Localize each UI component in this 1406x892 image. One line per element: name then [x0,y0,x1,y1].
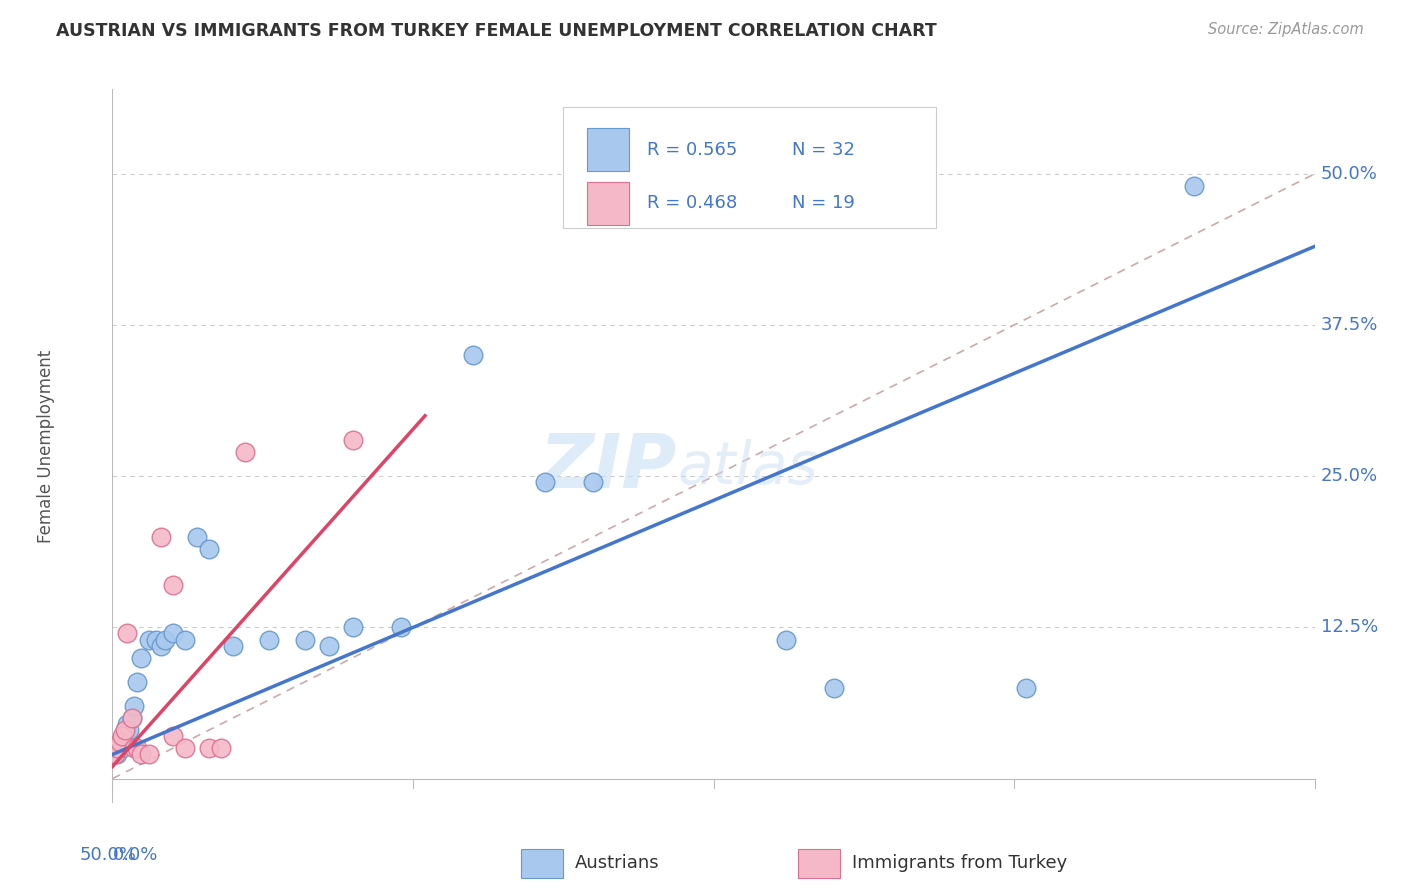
Point [775,632,797,647]
Point [222,639,245,653]
Text: Source: ZipAtlas.com: Source: ZipAtlas.com [1208,22,1364,37]
Point [389,620,412,634]
Point [138,632,160,647]
Point [461,348,484,362]
Point [115,626,138,640]
Text: N = 19: N = 19 [792,194,855,212]
Text: Female Unemployment: Female Unemployment [38,350,55,542]
FancyBboxPatch shape [797,849,839,878]
Point [114,729,136,743]
Text: R = 0.565: R = 0.565 [647,141,738,159]
Point [342,620,364,634]
Text: 0.0%: 0.0% [112,846,157,863]
Text: Austrians: Austrians [575,855,659,872]
Point [121,711,143,725]
Text: 12.5%: 12.5% [1320,618,1378,636]
Point [534,475,557,490]
Point [294,632,316,647]
Point [162,729,184,743]
Point [115,717,138,731]
Point [342,433,364,447]
Text: atlas: atlas [678,439,818,496]
Point [197,741,219,756]
Text: Immigrants from Turkey: Immigrants from Turkey [852,855,1067,872]
Point [155,632,177,647]
Text: N = 32: N = 32 [792,141,855,159]
Point [108,735,131,749]
Point [111,729,134,743]
Point [149,639,172,653]
Point [104,747,127,762]
Point [111,741,134,756]
Point [197,541,219,556]
Point [1015,681,1038,695]
Text: 37.5%: 37.5% [1320,316,1378,334]
Point [121,711,143,725]
Point [318,639,340,653]
Point [582,475,605,490]
Text: ZIP: ZIP [540,431,678,504]
Text: R = 0.468: R = 0.468 [647,194,738,212]
Text: 50.0%: 50.0% [1320,165,1378,183]
FancyBboxPatch shape [564,107,936,228]
Point [114,723,136,738]
Point [105,747,128,762]
Point [1184,178,1206,193]
Point [122,699,145,714]
FancyBboxPatch shape [522,849,564,878]
FancyBboxPatch shape [588,182,630,225]
Point [118,723,141,738]
Point [149,530,172,544]
Point [186,530,208,544]
FancyBboxPatch shape [588,128,630,171]
Point [173,632,195,647]
Point [209,741,232,756]
Point [233,445,256,459]
Point [162,578,184,592]
Point [105,741,128,756]
Point [114,723,136,738]
Text: 50.0%: 50.0% [80,846,136,863]
Point [173,741,195,756]
Point [138,747,160,762]
Point [823,681,845,695]
Point [108,735,131,749]
Point [131,747,153,762]
Text: 25.0%: 25.0% [1320,467,1378,485]
Point [131,650,153,665]
Point [145,632,167,647]
Point [125,674,148,689]
Point [257,632,280,647]
Point [122,741,145,756]
Text: AUSTRIAN VS IMMIGRANTS FROM TURKEY FEMALE UNEMPLOYMENT CORRELATION CHART: AUSTRIAN VS IMMIGRANTS FROM TURKEY FEMAL… [56,22,936,40]
Point [125,741,148,756]
Point [162,626,184,640]
